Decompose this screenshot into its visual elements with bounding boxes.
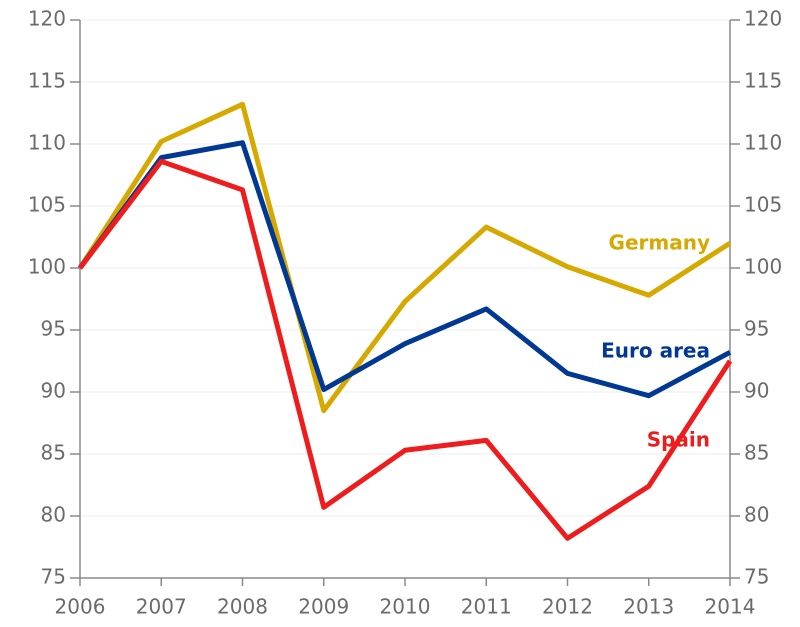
- series-line: [77, 140, 732, 399]
- series-label: Germany: [609, 231, 710, 255]
- series-line: [77, 101, 732, 414]
- y-tick-label: 115: [28, 69, 66, 93]
- x-tick-label: 2014: [705, 595, 756, 619]
- y2-tick-label: 80: [744, 503, 769, 527]
- series-label: Euro area: [601, 339, 710, 363]
- x-tick-label: 2013: [623, 595, 674, 619]
- x-tick-label: 2010: [380, 595, 431, 619]
- y2-tick-label: 90: [744, 379, 769, 403]
- y-tick-label: 75: [41, 565, 66, 589]
- x-tick-label: 2007: [136, 595, 187, 619]
- x-tick-label: 2009: [298, 595, 349, 619]
- y2-tick-label: 105: [744, 193, 782, 217]
- y-tick-label: 105: [28, 193, 66, 217]
- y-tick-label: 100: [28, 255, 66, 279]
- y-tick-label: 95: [41, 317, 66, 341]
- y2-tick-label: 95: [744, 317, 769, 341]
- y2-tick-label: 75: [744, 565, 769, 589]
- y2-tick-label: 110: [744, 131, 782, 155]
- y2-tick-label: 85: [744, 441, 769, 465]
- x-tick-label: 2012: [542, 595, 593, 619]
- x-tick-label: 2011: [461, 595, 512, 619]
- y2-tick-label: 120: [744, 7, 782, 31]
- y-tick-label: 120: [28, 7, 66, 31]
- y-tick-label: 80: [41, 503, 66, 527]
- y2-tick-label: 100: [744, 255, 782, 279]
- x-tick-label: 2008: [217, 595, 268, 619]
- series-label: Spain: [647, 428, 710, 452]
- y-tick-label: 85: [41, 441, 66, 465]
- y-tick-label: 110: [28, 131, 66, 155]
- y2-tick-label: 115: [744, 69, 782, 93]
- series-line: [78, 158, 733, 541]
- y-tick-label: 90: [41, 379, 66, 403]
- x-tick-label: 2006: [55, 595, 106, 619]
